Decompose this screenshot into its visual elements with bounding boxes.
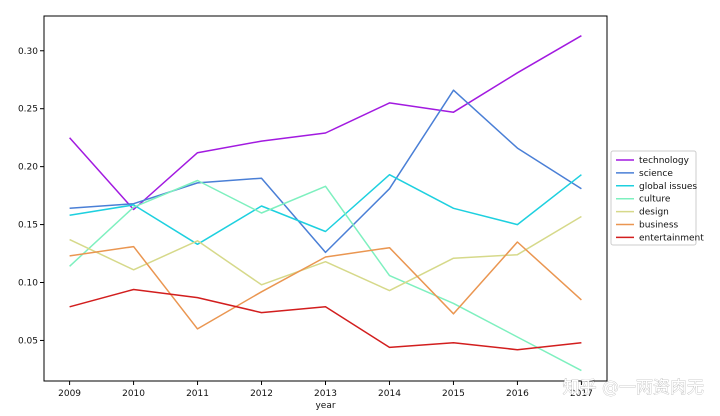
legend-label: business: [639, 221, 679, 231]
x-tick-label: 2017: [570, 389, 593, 399]
x-tick-label: 2009: [58, 389, 81, 399]
x-axis: 2009 2010 2011 2012 2013 2014 2015 2016 2017: [58, 381, 593, 399]
legend-label: culture: [639, 195, 671, 205]
y-tick-label: 0.25: [18, 105, 38, 115]
series-line-entertainment: [69, 288, 582, 351]
x-axis-label: year: [315, 401, 335, 411]
legend: technology science global issues culture des…: [610, 150, 704, 246]
y-tick-label: 0.05: [18, 336, 38, 346]
legend-label: design: [639, 208, 669, 218]
x-tick-label: 2016: [506, 389, 529, 399]
y-tick-label: 0.10: [18, 279, 38, 289]
y-tick-label: 0.15: [18, 221, 38, 231]
series-line-culture: [69, 179, 582, 372]
series-line-technology: [69, 35, 582, 211]
x-tick-label: 2011: [186, 389, 209, 399]
plot-frame: [43, 15, 608, 382]
plot-lines: [69, 35, 582, 372]
watermark-text: 知乎 @一两资肉无: [563, 378, 704, 398]
y-axis: 0.05 0.10 0.15 0.20 0.25 0.30: [18, 47, 44, 346]
legend-label: technology: [639, 156, 690, 166]
x-tick-label: 2015: [442, 389, 465, 399]
series-line-business: [69, 241, 582, 330]
y-tick-label: 0.30: [18, 47, 38, 57]
series-line-science: [69, 89, 582, 254]
x-tick-label: 2013: [314, 389, 337, 399]
legend-box: [610, 150, 697, 246]
legend-label: entertainment: [639, 233, 704, 243]
x-tick-label: 2014: [378, 389, 401, 399]
legend-label: science: [639, 169, 673, 179]
legend-label: global issues: [639, 182, 697, 192]
x-tick-label: 2012: [250, 389, 273, 399]
series-line-design: [69, 215, 582, 292]
x-tick-label: 2010: [122, 389, 145, 399]
y-tick-label: 0.20: [18, 163, 38, 173]
series-line-global-issues: [69, 173, 582, 246]
